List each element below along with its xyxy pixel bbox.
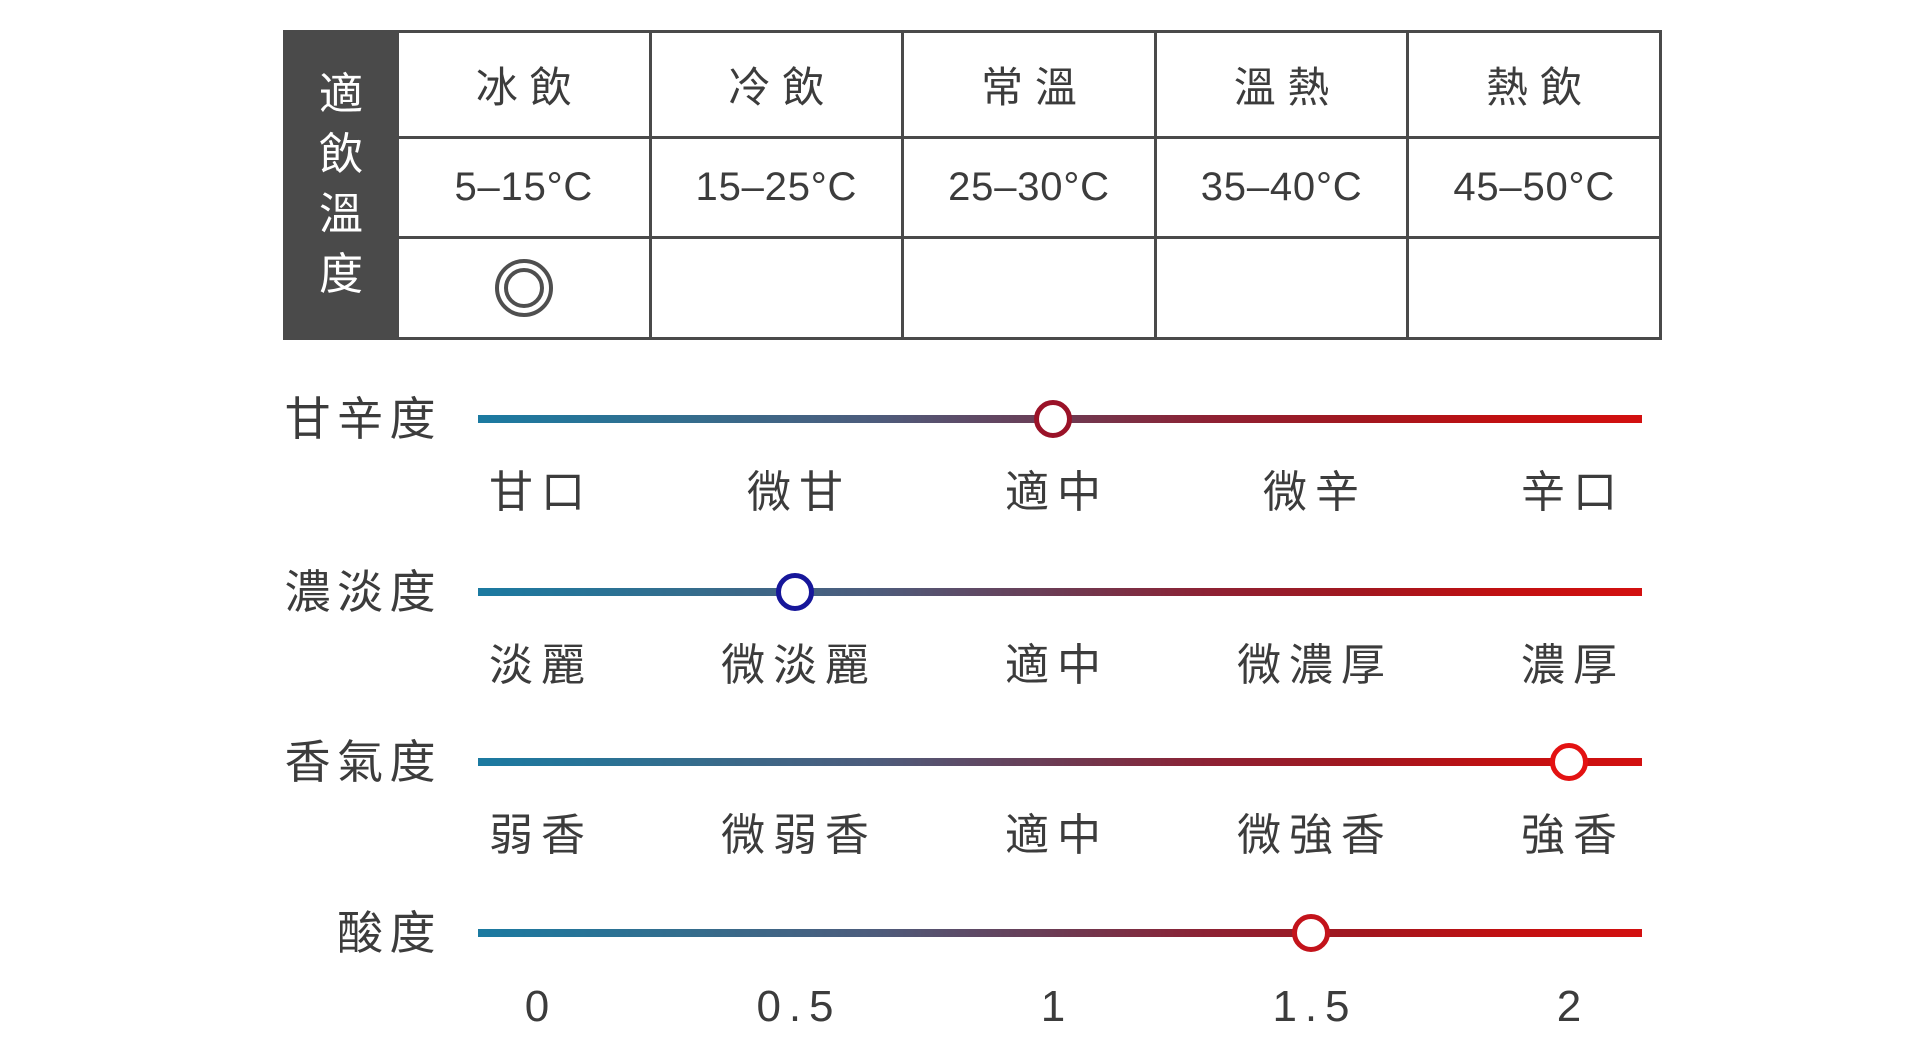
temperature-column-label: 熱飲 xyxy=(1409,33,1659,136)
slider-marker-icon xyxy=(1034,400,1072,438)
slider-tick-labels: 0 0.5 1 1.5 2 xyxy=(408,981,1698,1033)
double-circle-icon xyxy=(494,259,553,317)
slider-tick-label: 微強香 xyxy=(1237,811,1393,860)
temperature-range-cell: 35–40°C xyxy=(1156,139,1407,236)
row-header-char: 飲 xyxy=(319,130,363,179)
slider-tick-label: 微濃厚 xyxy=(1237,641,1393,690)
temperature-column-label: 常溫 xyxy=(904,33,1154,136)
slider-tick-label: 微甘 xyxy=(747,468,851,517)
slider-tick-labels: 弱香 微弱香 適中 微強香 強香 xyxy=(408,810,1698,862)
temperature-column-label: 溫熱 xyxy=(1156,33,1407,136)
temperature-range-cell: 45–50°C xyxy=(1409,139,1659,236)
slider-gradient-bar xyxy=(478,929,1642,937)
slider-name-label: 酸度 xyxy=(337,907,442,959)
slider-name-label: 濃淡度 xyxy=(284,566,442,618)
temperature-range-cell: 15–25°C xyxy=(651,139,902,236)
slider-tick-label: 弱香 xyxy=(489,811,593,860)
temperature-column-label: 冰飲 xyxy=(399,33,649,136)
row-header-char: 度 xyxy=(319,250,363,299)
temperature-mark-cell xyxy=(1156,239,1407,337)
slider-tick-label: 濃厚 xyxy=(1521,641,1625,690)
slider-name-label: 甘辛度 xyxy=(284,393,442,445)
row-header-char: 溫 xyxy=(319,190,363,239)
slider-name-label: 香氣度 xyxy=(284,736,442,788)
slider-tick-label: 適中 xyxy=(1005,641,1109,690)
row-header-char: 適 xyxy=(319,70,363,119)
temperature-range-cell: 5–15°C xyxy=(399,139,649,236)
temperature-mark-cell xyxy=(1409,239,1659,337)
slider-tick-label: 適中 xyxy=(1005,468,1109,517)
slider-tick-label: 強香 xyxy=(1521,811,1625,860)
temperature-column-label: 冷飲 xyxy=(651,33,902,136)
slider-tick-label: 0 xyxy=(524,982,558,1031)
slider-marker-icon xyxy=(1292,914,1330,952)
temperature-table: 適飲溫度 冰飲 冷飲 常溫 溫熱 熱飲 5–15°C 15–25°C 25–30°C 35–40… xyxy=(283,30,1662,340)
slider-tick-labels: 淡麗 微淡麗 適中 微濃厚 濃厚 xyxy=(408,640,1698,692)
temperature-mark-cell xyxy=(399,239,649,337)
temperature-table-row-header: 適飲溫度 xyxy=(286,33,396,337)
slider-tick-label: 微淡麗 xyxy=(721,641,877,690)
temperature-range-cell: 25–30°C xyxy=(904,139,1154,236)
slider-tick-label: 甘口 xyxy=(489,468,593,517)
slider-tick-label: 辛口 xyxy=(1521,468,1625,517)
slider-tick-label: 0.5 xyxy=(756,982,842,1031)
slider-tick-label: 微弱香 xyxy=(721,811,877,860)
slider-tick-label: 微辛 xyxy=(1263,468,1367,517)
slider-tick-label: 淡麗 xyxy=(489,641,593,690)
slider-gradient-bar xyxy=(478,588,1642,596)
slider-marker-icon xyxy=(1550,743,1588,781)
temperature-mark-cell xyxy=(904,239,1154,337)
slider-tick-labels: 甘口 微甘 適中 微辛 辛口 xyxy=(408,467,1698,519)
slider-tick-label: 適中 xyxy=(1005,811,1109,860)
slider-marker-icon xyxy=(776,573,814,611)
slider-gradient-bar xyxy=(478,758,1642,766)
slider-tick-label: 1 xyxy=(1040,982,1074,1031)
slider-tick-label: 2 xyxy=(1556,982,1590,1031)
slider-tick-label: 1.5 xyxy=(1272,982,1358,1031)
temperature-mark-cell xyxy=(651,239,902,337)
